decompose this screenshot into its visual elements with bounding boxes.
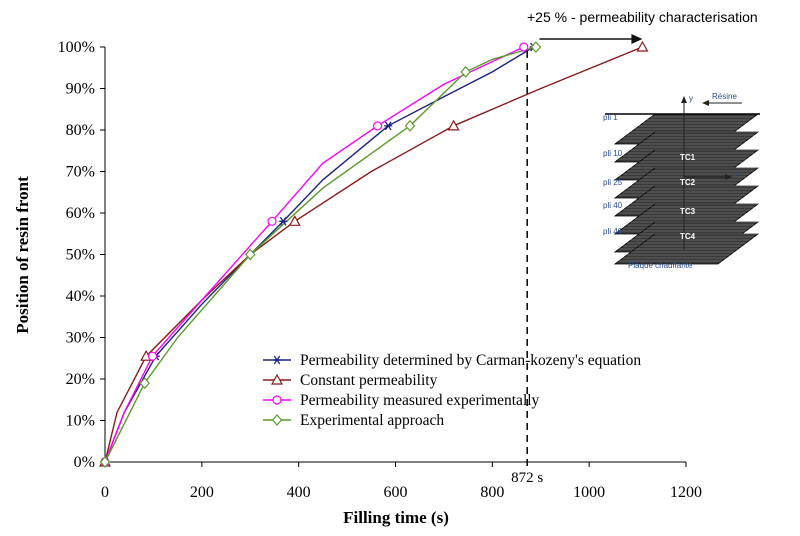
y-tick-label: 80%	[66, 122, 95, 139]
point-marker	[147, 351, 158, 361]
point-marker	[519, 42, 529, 52]
marker-stroke	[273, 355, 281, 365]
point-marker	[270, 373, 284, 385]
y-tick-label: 100%	[58, 39, 95, 56]
legend-label: Permeability determined by Carman-kozeny…	[300, 352, 641, 369]
inset-ply-label: pli 1	[603, 113, 618, 122]
inset-ply-label: pli 10	[603, 149, 623, 158]
vline-label-bg	[505, 468, 550, 486]
series-line	[104, 46, 643, 463]
point-marker	[272, 395, 282, 405]
point-marker	[530, 41, 542, 53]
point-marker	[273, 355, 281, 365]
point-marker	[271, 414, 283, 426]
y-tick-label: 10%	[66, 413, 95, 430]
legend-entry-3: Permeability measured experimentally	[263, 392, 540, 409]
inset-sensor-label: TC1	[680, 153, 696, 162]
point-marker	[404, 119, 416, 132]
vline-label: 872 s	[511, 470, 543, 486]
point-marker	[372, 121, 383, 131]
y-axis-label: Position of resin front	[13, 176, 32, 334]
inset-x-label: x	[734, 170, 738, 179]
series-line	[104, 46, 537, 463]
legend-entry-2: Constant permeability	[263, 372, 438, 389]
series-4	[104, 46, 537, 463]
point-marker	[384, 121, 393, 131]
point-marker	[244, 248, 256, 261]
inset-sensor-label: TC2	[680, 178, 696, 187]
inset-y-label: y	[689, 94, 693, 103]
y-tick-label: 0%	[74, 454, 95, 471]
inset-sensor-label: TC4	[680, 232, 696, 241]
x-tick-label: 1000	[573, 484, 605, 501]
point-marker	[139, 377, 151, 390]
inset-plates	[613, 113, 760, 265]
point-marker	[460, 66, 472, 78]
y-tick-label: 90%	[66, 81, 95, 98]
inset-ply-label: pli 40	[603, 201, 623, 210]
annotations: 872 s +25 % - permeability characterisat…	[505, 9, 758, 486]
point-marker	[267, 216, 277, 226]
point-marker	[636, 40, 649, 52]
x-tick-label: 600	[384, 484, 408, 501]
point-marker	[288, 215, 301, 226]
legend-label: Experimental approach	[300, 412, 444, 429]
series-2	[104, 46, 643, 463]
marker-stroke	[384, 121, 392, 131]
inset-plate	[613, 233, 760, 265]
inset-ply-labels: pli 1 pli 10 pli 25 pli 40 pli 46	[603, 113, 623, 236]
point-marker	[447, 119, 460, 131]
series-layer	[98, 40, 649, 468]
x-axis-label: Filling time (s)	[343, 508, 449, 527]
y-tick-label: 40%	[66, 288, 95, 305]
marker-stroke	[279, 216, 287, 226]
inset-resin-label: Résine	[712, 92, 737, 101]
legend-label: Permeability measured experimentally	[300, 392, 540, 409]
inset-sensor-label: TC3	[680, 207, 696, 216]
inset-diagram: y x Résine Plaque chauffante pli 1 pli 10…	[603, 92, 760, 270]
y-tick-label: 70%	[66, 164, 95, 181]
inset-ply-label: pli 46	[603, 227, 623, 236]
y-tick-label: 50%	[66, 247, 95, 264]
x-tick-label: 0	[101, 484, 109, 501]
point-marker	[279, 216, 288, 226]
series-markers-4	[99, 41, 542, 468]
inset-plate-label: Plaque chauffante	[628, 261, 693, 270]
inset-x-arrow-head	[725, 174, 732, 180]
inset-y-arrow-head	[681, 96, 687, 103]
inset-resin-arrow-head	[702, 100, 709, 106]
arrow-label: +25 % - permeability characterisation	[527, 9, 758, 25]
y-tick-label: 20%	[66, 371, 95, 388]
x-tick-label: 800	[480, 484, 504, 501]
y-tick-label: 60%	[66, 205, 95, 222]
inset-ply-label: pli 25	[603, 178, 623, 187]
legend-label: Constant permeability	[300, 372, 438, 389]
axes: 0% 10% 20% 30% 40% 50% 60% 70% 80% 90% 100% 0 200 400…	[58, 39, 702, 501]
x-tick-label: 200	[190, 484, 214, 501]
point-marker	[99, 456, 111, 468]
inset-sensor-labels: TC1 TC2 TC3 TC4	[680, 153, 696, 241]
legend: Permeability determined by Carman-kozeny…	[263, 352, 641, 429]
x-tick-label: 400	[287, 484, 311, 501]
x-tick-label: 1200	[670, 484, 702, 501]
arrow-head	[631, 34, 643, 44]
legend-entry-1: Permeability determined by Carman-kozeny…	[263, 352, 641, 369]
legend-entry-4: Experimental approach	[263, 412, 444, 429]
y-tick-label: 30%	[66, 330, 95, 347]
